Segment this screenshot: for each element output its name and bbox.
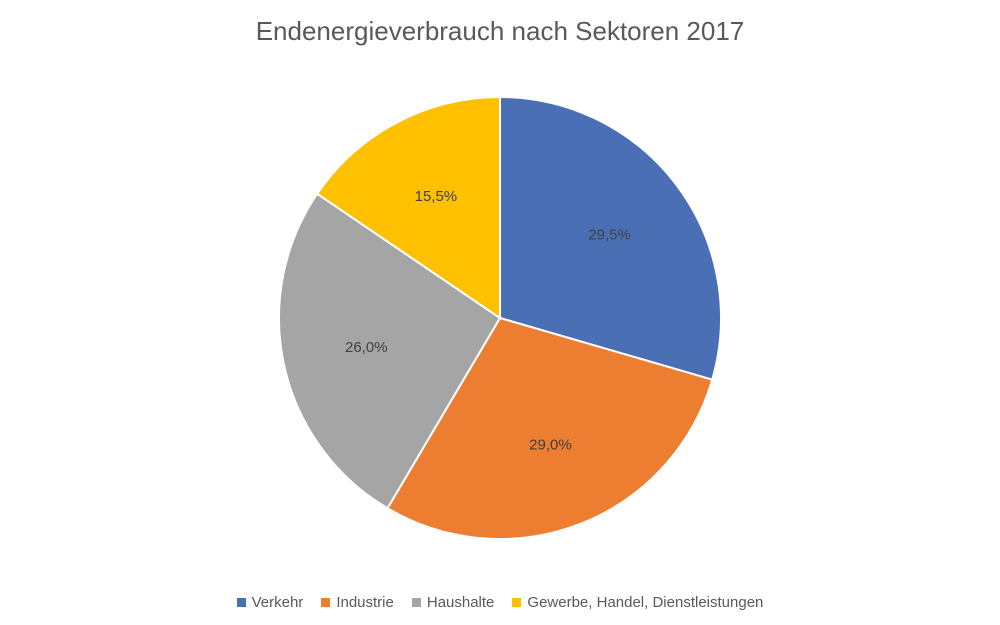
legend-swatch-3 <box>512 598 522 607</box>
legend-item-3: Gewerbe, Handel, Dienstleistungen <box>512 594 763 611</box>
data-label-1: 29,0% <box>529 436 572 453</box>
legend-label-3: Gewerbe, Handel, Dienstleistungen <box>527 594 764 611</box>
legend-label-1: Industrie <box>336 594 394 611</box>
data-label-3: 15,5% <box>415 188 458 205</box>
legend-swatch-0 <box>236 598 246 607</box>
pie-slice-3 <box>315 95 501 320</box>
pie-data-labels: 29,5% 29,0% 26,0% 15,5% <box>345 188 631 453</box>
pie-slice-2 <box>278 192 502 510</box>
pie-slice-1 <box>386 316 714 540</box>
data-label-0: 29,5% <box>588 227 631 244</box>
legend-swatch-2 <box>411 598 421 607</box>
legend-swatch-1 <box>321 598 331 607</box>
legend-item-1: Industrie <box>321 594 394 611</box>
pie-slices <box>278 95 722 540</box>
legend-item-0: Verkehr <box>236 594 304 611</box>
legend-label-0: Verkehr <box>251 594 304 611</box>
data-label-2: 26,0% <box>345 339 388 356</box>
legend-item-2: Haushalte <box>411 594 495 611</box>
pie-slice-0 <box>499 95 722 381</box>
chart-legend: Verkehr Industrie Haushalte Gewerbe, Handel… <box>0 594 1000 611</box>
chart-title: Endenergieverbrauch nach Sektoren 2017 <box>256 16 745 46</box>
legend-label-2: Haushalte <box>426 594 495 611</box>
